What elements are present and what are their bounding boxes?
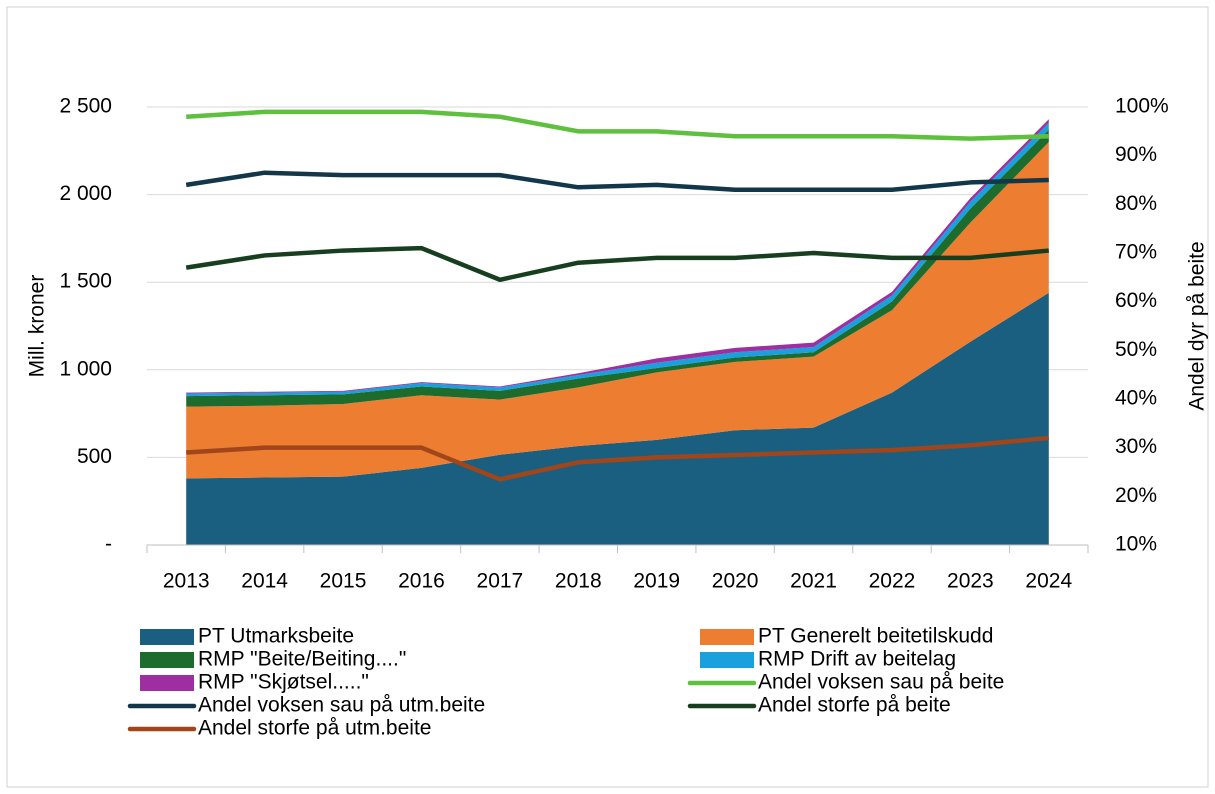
y2-axis-label: Andel dyr på beite <box>1186 241 1209 410</box>
line <box>185 170 1049 192</box>
x-tick-label: 2018 <box>555 570 602 593</box>
x-tick-label: 2021 <box>790 570 837 593</box>
legend-label: PT Generelt beitetilskudd <box>758 625 993 648</box>
y-axis-label: Mill. kroner <box>26 275 49 378</box>
area <box>186 142 1049 479</box>
line <box>185 245 1049 283</box>
legend-swatch <box>140 675 194 691</box>
legend-swatch <box>700 629 754 645</box>
legend-label: Andel voksen sau på utm.beite <box>198 694 485 717</box>
y2-tick-label: 90% <box>1115 143 1157 166</box>
x-tick-label: 2020 <box>712 570 759 593</box>
legend-label: RMP Drift av beitelag <box>758 648 956 671</box>
x-tick-label: 2017 <box>477 570 524 593</box>
x-tick-label: 2023 <box>947 570 994 593</box>
x-tick-label: 2013 <box>163 570 210 593</box>
y-tick-label: 1 000 <box>59 357 112 380</box>
legend-label: Andel voksen sau på beite <box>758 671 1004 694</box>
legend-label: RMP "Beite/Beiting...." <box>198 648 406 671</box>
y-tick-label: - <box>105 533 112 556</box>
x-tick-label: 2024 <box>1025 570 1072 593</box>
y-tick-label: 2 000 <box>59 182 112 205</box>
area <box>186 292 1049 545</box>
line <box>186 109 1049 141</box>
legend-swatch <box>700 652 754 668</box>
y2-tick-label: 30% <box>1115 435 1157 458</box>
y2-tick-label: 70% <box>1115 241 1157 264</box>
y2-tick-label: 80% <box>1115 192 1157 215</box>
legend-swatch <box>140 652 194 668</box>
x-tick-label: 2019 <box>633 570 680 593</box>
y-tick-label: 500 <box>77 445 112 468</box>
x-tick-label: 2016 <box>398 570 445 593</box>
line <box>186 435 1049 482</box>
y2-tick-label: 10% <box>1115 533 1157 556</box>
x-tick-label: 2014 <box>241 570 288 593</box>
y2-tick-label: 40% <box>1115 387 1157 410</box>
y2-tick-label: 20% <box>1115 484 1157 507</box>
y-tick-label: 2 500 <box>59 95 112 118</box>
y-tick-label: 1 500 <box>59 270 112 293</box>
legend-label: Andel storfe på beite <box>758 694 951 717</box>
legend-label: RMP "Skjøtsel....." <box>198 671 369 694</box>
legend-swatch <box>140 629 194 645</box>
legend-label: Andel storfe på utm.beite <box>198 717 431 740</box>
y2-tick-label: 100% <box>1115 95 1169 118</box>
y2-tick-label: 50% <box>1115 338 1157 361</box>
y2-tick-label: 60% <box>1115 289 1157 312</box>
x-tick-label: 2015 <box>320 570 367 593</box>
legend-label: PT Utmarksbeite <box>198 625 354 648</box>
x-tick-label: 2022 <box>869 570 916 593</box>
